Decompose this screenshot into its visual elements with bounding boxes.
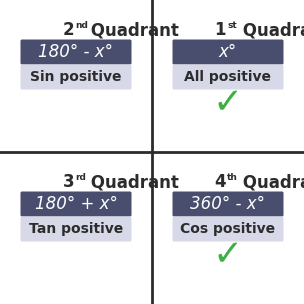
Text: 3: 3 <box>62 173 74 191</box>
FancyBboxPatch shape <box>20 192 132 216</box>
Text: Quadrant: Quadrant <box>85 21 179 39</box>
FancyBboxPatch shape <box>172 216 284 241</box>
Text: 360° - x°: 360° - x° <box>191 195 265 213</box>
Text: 180° + x°: 180° + x° <box>35 195 117 213</box>
Text: All positive: All positive <box>185 70 271 84</box>
Text: 2: 2 <box>62 21 74 39</box>
Text: st: st <box>227 20 237 29</box>
Text: x°: x° <box>219 43 237 61</box>
Text: 180° - x°: 180° - x° <box>39 43 113 61</box>
Text: ✓: ✓ <box>213 86 243 120</box>
Text: Tan positive: Tan positive <box>29 222 123 236</box>
Text: rd: rd <box>75 172 86 181</box>
Text: 1: 1 <box>215 21 226 39</box>
Text: Quadrant: Quadrant <box>237 173 304 191</box>
FancyBboxPatch shape <box>172 40 284 64</box>
Text: Quadrant: Quadrant <box>237 21 304 39</box>
Text: Quadrant: Quadrant <box>85 173 179 191</box>
Text: nd: nd <box>75 20 88 29</box>
FancyBboxPatch shape <box>20 64 132 89</box>
FancyBboxPatch shape <box>20 216 132 241</box>
Text: Cos positive: Cos positive <box>181 222 275 236</box>
Text: Sin positive: Sin positive <box>30 70 122 84</box>
Text: ✓: ✓ <box>213 238 243 272</box>
FancyBboxPatch shape <box>172 192 284 216</box>
Text: th: th <box>227 172 238 181</box>
Text: 4: 4 <box>214 173 226 191</box>
FancyBboxPatch shape <box>20 40 132 64</box>
FancyBboxPatch shape <box>172 64 284 89</box>
